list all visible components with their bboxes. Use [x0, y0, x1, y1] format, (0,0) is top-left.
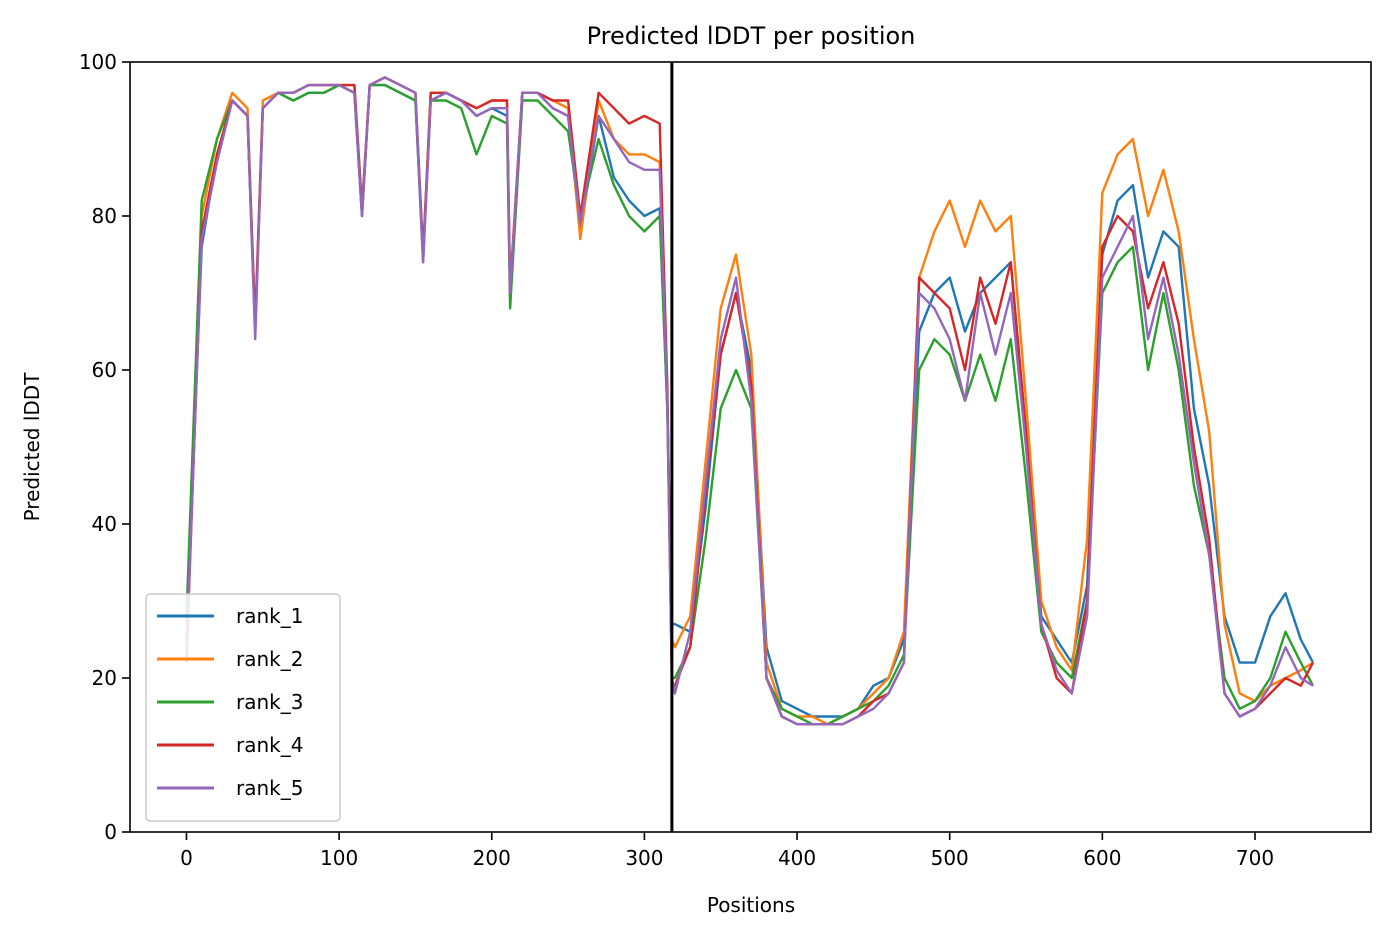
legend-label: rank_3 [236, 690, 303, 714]
y-tick-label: 80 [92, 204, 117, 228]
y-tick-label: 0 [104, 820, 117, 844]
legend-label: rank_4 [236, 733, 303, 757]
legend-label: rank_5 [236, 776, 303, 800]
y-axis-ticks: 0 20 40 60 80 100 [79, 50, 130, 844]
legend-label: rank_2 [236, 647, 303, 671]
chart-title: Predicted lDDT per position [587, 22, 916, 50]
x-tick-label: 600 [1083, 846, 1121, 870]
x-tick-label: 500 [931, 846, 969, 870]
x-tick-label: 400 [778, 846, 816, 870]
x-tick-label: 200 [473, 846, 511, 870]
legend: rank_1 rank_2 rank_3 rank_4 rank_5 [145, 593, 341, 822]
x-axis-ticks: 0 100 200 300 400 500 600 700 [180, 832, 1274, 870]
y-tick-label: 100 [79, 50, 117, 74]
y-axis-title: Predicted lDDT [20, 372, 44, 522]
x-axis-title: Positions [707, 893, 795, 917]
x-tick-label: 300 [625, 846, 663, 870]
x-tick-label: 100 [320, 846, 358, 870]
x-tick-label: 0 [180, 846, 193, 870]
series-line-rank-5 [185, 76, 1314, 726]
legend-label: rank_1 [236, 604, 303, 628]
series-lines [185, 76, 1315, 726]
y-tick-label: 40 [92, 512, 117, 536]
y-tick-label: 20 [92, 666, 117, 690]
x-tick-label: 700 [1236, 846, 1274, 870]
plot-frame [129, 61, 1372, 833]
y-tick-label: 60 [92, 358, 117, 382]
legend-box [145, 593, 341, 822]
